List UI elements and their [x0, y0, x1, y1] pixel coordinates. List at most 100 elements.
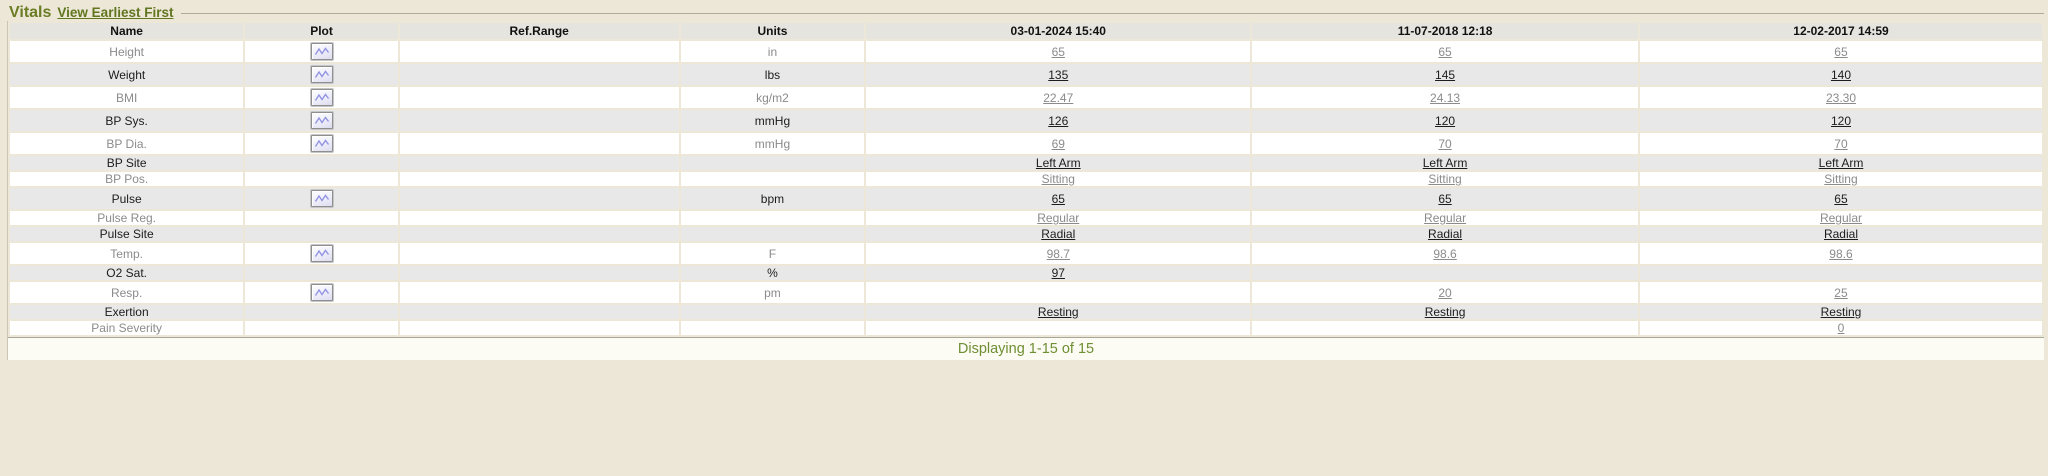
- value-link-2[interactable]: 145: [1435, 67, 1456, 82]
- value-link-1[interactable]: 65: [1051, 44, 1065, 59]
- vital-name: Weight: [10, 64, 244, 85]
- paging-status: Displaying 1-15 of 15: [957, 341, 1095, 357]
- table-row: Pulse Reg. Regular Regular Regular: [10, 211, 2042, 225]
- value-link-3[interactable]: 23.30: [1825, 90, 1856, 105]
- units-cell: bpm: [680, 188, 865, 209]
- table-row: Temp. F 98.7 98.6 98.6: [10, 243, 2042, 264]
- value-cell-3: Left Arm: [1639, 156, 2042, 170]
- value-link-1[interactable]: 98.7: [1046, 246, 1070, 261]
- plot-chart-button[interactable]: [310, 43, 333, 60]
- units-cell: pm: [680, 282, 865, 303]
- value-link-3[interactable]: 70: [1834, 136, 1848, 151]
- value-link-1[interactable]: Resting: [1037, 305, 1079, 319]
- ref-range-cell: [399, 321, 679, 335]
- value-link-3[interactable]: Sitting: [1824, 172, 1858, 186]
- value-link-3[interactable]: Resting: [1820, 305, 1862, 319]
- value-link-2[interactable]: Sitting: [1428, 172, 1462, 186]
- plot-cell: [245, 87, 398, 108]
- value-link-1[interactable]: 97: [1051, 266, 1065, 280]
- value-link-2[interactable]: Left Arm: [1422, 156, 1468, 170]
- units-cell: [680, 305, 865, 319]
- plot-cell: [245, 172, 398, 186]
- units-cell: %: [680, 266, 865, 280]
- line-chart-icon: [314, 194, 329, 202]
- table-row: BMI kg/m2 22.47 24.13 23.30: [10, 87, 2042, 108]
- value-cell-2: [1252, 266, 1638, 280]
- value-cell-3: [1639, 266, 2042, 280]
- value-cell-3: 120: [1639, 110, 2042, 131]
- value-link-1[interactable]: 126: [1048, 113, 1069, 128]
- table-row: Height in 65 65 65: [10, 41, 2042, 62]
- table-row: Resp. pm 20 25: [10, 282, 2042, 303]
- col-header-plot: Plot: [245, 23, 398, 39]
- value-cell-1: 22.47: [866, 87, 1251, 108]
- plot-chart-button[interactable]: [310, 66, 333, 83]
- vital-name: Pain Severity: [10, 321, 244, 335]
- value-link-2[interactable]: 98.6: [1433, 246, 1457, 261]
- value-link-2[interactable]: 120: [1435, 113, 1456, 128]
- plot-chart-button[interactable]: [310, 245, 333, 262]
- value-link-3[interactable]: 98.6: [1829, 246, 1853, 261]
- value-cell-1: Radial: [866, 227, 1251, 241]
- value-link-3[interactable]: 120: [1830, 113, 1851, 128]
- view-earliest-first-link[interactable]: View Earliest First: [57, 5, 174, 20]
- value-cell-2: [1252, 321, 1638, 335]
- vital-name: O2 Sat.: [10, 266, 244, 280]
- table-row: Pain Severity 0: [10, 321, 2042, 335]
- value-cell-2: Sitting: [1252, 172, 1638, 186]
- value-cell-3: Resting: [1639, 305, 2042, 319]
- line-chart-icon: [314, 93, 329, 101]
- ref-range-cell: [399, 243, 679, 264]
- value-link-3[interactable]: Left Arm: [1818, 156, 1864, 170]
- value-link-3[interactable]: Radial: [1823, 227, 1858, 241]
- value-link-1[interactable]: Left Arm: [1035, 156, 1081, 170]
- value-cell-3: 25: [1639, 282, 2042, 303]
- value-link-2[interactable]: 70: [1438, 136, 1452, 151]
- value-link-1[interactable]: Regular: [1037, 211, 1080, 225]
- value-link-1[interactable]: 22.47: [1043, 90, 1074, 105]
- value-link-1[interactable]: Radial: [1041, 227, 1076, 241]
- value-link-2[interactable]: 20: [1438, 285, 1452, 300]
- ref-range-cell: [399, 133, 679, 154]
- line-chart-icon: [314, 139, 329, 147]
- value-link-1[interactable]: 65: [1051, 191, 1065, 206]
- value-cell-1: Sitting: [866, 172, 1251, 186]
- value-link-3[interactable]: 0: [1837, 321, 1845, 335]
- vital-name: BMI: [10, 87, 244, 108]
- value-link-3[interactable]: 140: [1830, 67, 1851, 82]
- value-link-2[interactable]: Resting: [1424, 305, 1466, 319]
- plot-chart-button[interactable]: [310, 89, 333, 106]
- value-cell-2: Regular: [1252, 211, 1638, 225]
- value-cell-1: Left Arm: [866, 156, 1251, 170]
- value-link-1[interactable]: Sitting: [1041, 172, 1075, 186]
- ref-range-cell: [399, 172, 679, 186]
- value-link-3[interactable]: 65: [1834, 44, 1848, 59]
- value-cell-1: [866, 321, 1251, 335]
- vitals-tbody: Height in 65 65 65 Weight lbs 135 145 14…: [10, 41, 2042, 335]
- value-link-2[interactable]: 65: [1438, 191, 1452, 206]
- value-cell-2: 65: [1252, 188, 1638, 209]
- plot-cell: [245, 41, 398, 62]
- col-header-ref-range: Ref.Range: [399, 23, 679, 39]
- value-link-2[interactable]: Regular: [1424, 211, 1467, 225]
- plot-chart-button[interactable]: [310, 112, 333, 129]
- value-link-1[interactable]: 69: [1051, 136, 1065, 151]
- value-link-2[interactable]: Radial: [1428, 227, 1463, 241]
- value-link-3[interactable]: 65: [1834, 191, 1848, 206]
- plot-chart-button[interactable]: [310, 135, 333, 152]
- value-link-2[interactable]: 24.13: [1430, 90, 1461, 105]
- value-link-3[interactable]: Regular: [1819, 211, 1862, 225]
- value-link-2[interactable]: 65: [1438, 44, 1452, 59]
- value-cell-3: Regular: [1639, 211, 2042, 225]
- value-link-1[interactable]: 135: [1048, 67, 1069, 82]
- plot-chart-button[interactable]: [310, 190, 333, 207]
- value-cell-2: 145: [1252, 64, 1638, 85]
- vital-name: Height: [10, 41, 244, 62]
- table-row: Pulse Site Radial Radial Radial: [10, 227, 2042, 241]
- value-link-3[interactable]: 25: [1834, 285, 1848, 300]
- vitals-table: Name Plot Ref.Range Units 03-01-2024 15:…: [8, 21, 2044, 337]
- plot-cell: [245, 305, 398, 319]
- plot-chart-button[interactable]: [310, 284, 333, 301]
- value-cell-2: Left Arm: [1252, 156, 1638, 170]
- value-cell-1: 69: [866, 133, 1251, 154]
